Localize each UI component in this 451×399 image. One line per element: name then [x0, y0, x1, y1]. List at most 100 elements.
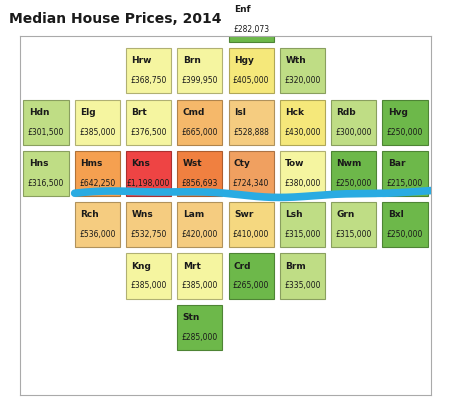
- Text: £536,000: £536,000: [79, 230, 115, 239]
- Text: £250,000: £250,000: [336, 179, 372, 188]
- Bar: [229, 0, 274, 42]
- Text: £301,500: £301,500: [28, 128, 64, 136]
- Text: £385,000: £385,000: [130, 281, 167, 290]
- Text: Elg: Elg: [80, 108, 96, 117]
- Text: £399,950: £399,950: [182, 76, 218, 85]
- Text: £856,693: £856,693: [182, 179, 218, 188]
- Text: £315,000: £315,000: [336, 230, 372, 239]
- Bar: [280, 99, 325, 145]
- Text: Hgy: Hgy: [234, 56, 254, 65]
- Text: £380,000: £380,000: [284, 179, 321, 188]
- Text: £368,750: £368,750: [130, 76, 167, 85]
- Text: Hvg: Hvg: [388, 108, 408, 117]
- Text: Grn: Grn: [336, 210, 355, 219]
- Text: Kng: Kng: [131, 262, 151, 271]
- Text: Rch: Rch: [80, 210, 99, 219]
- Bar: [126, 99, 171, 145]
- Text: Cty: Cty: [234, 159, 251, 168]
- Text: £410,000: £410,000: [233, 230, 269, 239]
- Text: £1,198,000: £1,198,000: [127, 179, 170, 188]
- Bar: [75, 151, 120, 196]
- Text: £724,340: £724,340: [233, 179, 269, 188]
- Text: £528,888: £528,888: [233, 128, 269, 136]
- Text: Wth: Wth: [285, 56, 306, 65]
- Bar: [229, 48, 274, 93]
- Bar: [126, 151, 171, 196]
- Text: Crd: Crd: [234, 262, 252, 271]
- Bar: [382, 151, 428, 196]
- Bar: [126, 202, 171, 247]
- Bar: [229, 253, 274, 298]
- Text: Tow: Tow: [285, 159, 305, 168]
- Bar: [75, 202, 120, 247]
- Bar: [177, 305, 222, 350]
- Bar: [280, 202, 325, 247]
- Text: Brn: Brn: [183, 56, 201, 65]
- Text: Wst: Wst: [183, 159, 202, 168]
- Text: £320,000: £320,000: [284, 76, 321, 85]
- Text: Nwm: Nwm: [336, 159, 362, 168]
- Text: £385,000: £385,000: [79, 128, 115, 136]
- Text: Bar: Bar: [388, 159, 405, 168]
- Text: £282,073: £282,073: [233, 25, 269, 34]
- Text: Isl: Isl: [234, 108, 246, 117]
- Text: Brm: Brm: [285, 262, 306, 271]
- Text: £316,500: £316,500: [28, 179, 64, 188]
- Text: £335,000: £335,000: [284, 281, 321, 290]
- Bar: [382, 202, 428, 247]
- Bar: [280, 48, 325, 93]
- Bar: [331, 99, 376, 145]
- Text: Mrt: Mrt: [183, 262, 201, 271]
- Text: £385,000: £385,000: [182, 281, 218, 290]
- Text: Kns: Kns: [131, 159, 150, 168]
- Bar: [382, 99, 428, 145]
- Text: £665,000: £665,000: [182, 128, 218, 136]
- Text: Hrw: Hrw: [131, 56, 152, 65]
- Bar: [126, 253, 171, 298]
- Bar: [177, 48, 222, 93]
- Text: £532,750: £532,750: [130, 230, 167, 239]
- Text: Bxl: Bxl: [388, 210, 404, 219]
- Bar: [229, 202, 274, 247]
- Text: £250,000: £250,000: [387, 128, 423, 136]
- Text: £430,000: £430,000: [284, 128, 321, 136]
- Bar: [23, 151, 69, 196]
- Text: Rdb: Rdb: [336, 108, 356, 117]
- Text: Median House Prices, 2014: Median House Prices, 2014: [9, 12, 221, 26]
- Bar: [229, 99, 274, 145]
- Text: Lam: Lam: [183, 210, 204, 219]
- Text: £642,250: £642,250: [79, 179, 115, 188]
- Text: £285,000: £285,000: [182, 333, 218, 342]
- Text: Swr: Swr: [234, 210, 253, 219]
- Text: £215,000: £215,000: [387, 179, 423, 188]
- Bar: [229, 151, 274, 196]
- Text: £250,000: £250,000: [387, 230, 423, 239]
- Text: Hdn: Hdn: [29, 108, 49, 117]
- Text: Hck: Hck: [285, 108, 304, 117]
- Text: £405,000: £405,000: [233, 76, 269, 85]
- Bar: [177, 202, 222, 247]
- Text: Lsh: Lsh: [285, 210, 303, 219]
- Text: Wns: Wns: [131, 210, 153, 219]
- Text: Stn: Stn: [183, 313, 200, 322]
- Bar: [280, 253, 325, 298]
- Bar: [75, 99, 120, 145]
- Text: £315,000: £315,000: [284, 230, 321, 239]
- Bar: [331, 151, 376, 196]
- Text: £300,000: £300,000: [336, 128, 372, 136]
- Text: Hms: Hms: [80, 159, 102, 168]
- Bar: [331, 202, 376, 247]
- Bar: [280, 151, 325, 196]
- Bar: [126, 48, 171, 93]
- Text: Hns: Hns: [29, 159, 48, 168]
- Text: Cmd: Cmd: [183, 108, 205, 117]
- Text: £376,500: £376,500: [130, 128, 167, 136]
- Text: Enf: Enf: [234, 5, 251, 14]
- Bar: [177, 99, 222, 145]
- Bar: [23, 99, 69, 145]
- Text: £420,000: £420,000: [182, 230, 218, 239]
- Text: £265,000: £265,000: [233, 281, 269, 290]
- Bar: [177, 253, 222, 298]
- Text: Brt: Brt: [131, 108, 147, 117]
- Bar: [177, 151, 222, 196]
